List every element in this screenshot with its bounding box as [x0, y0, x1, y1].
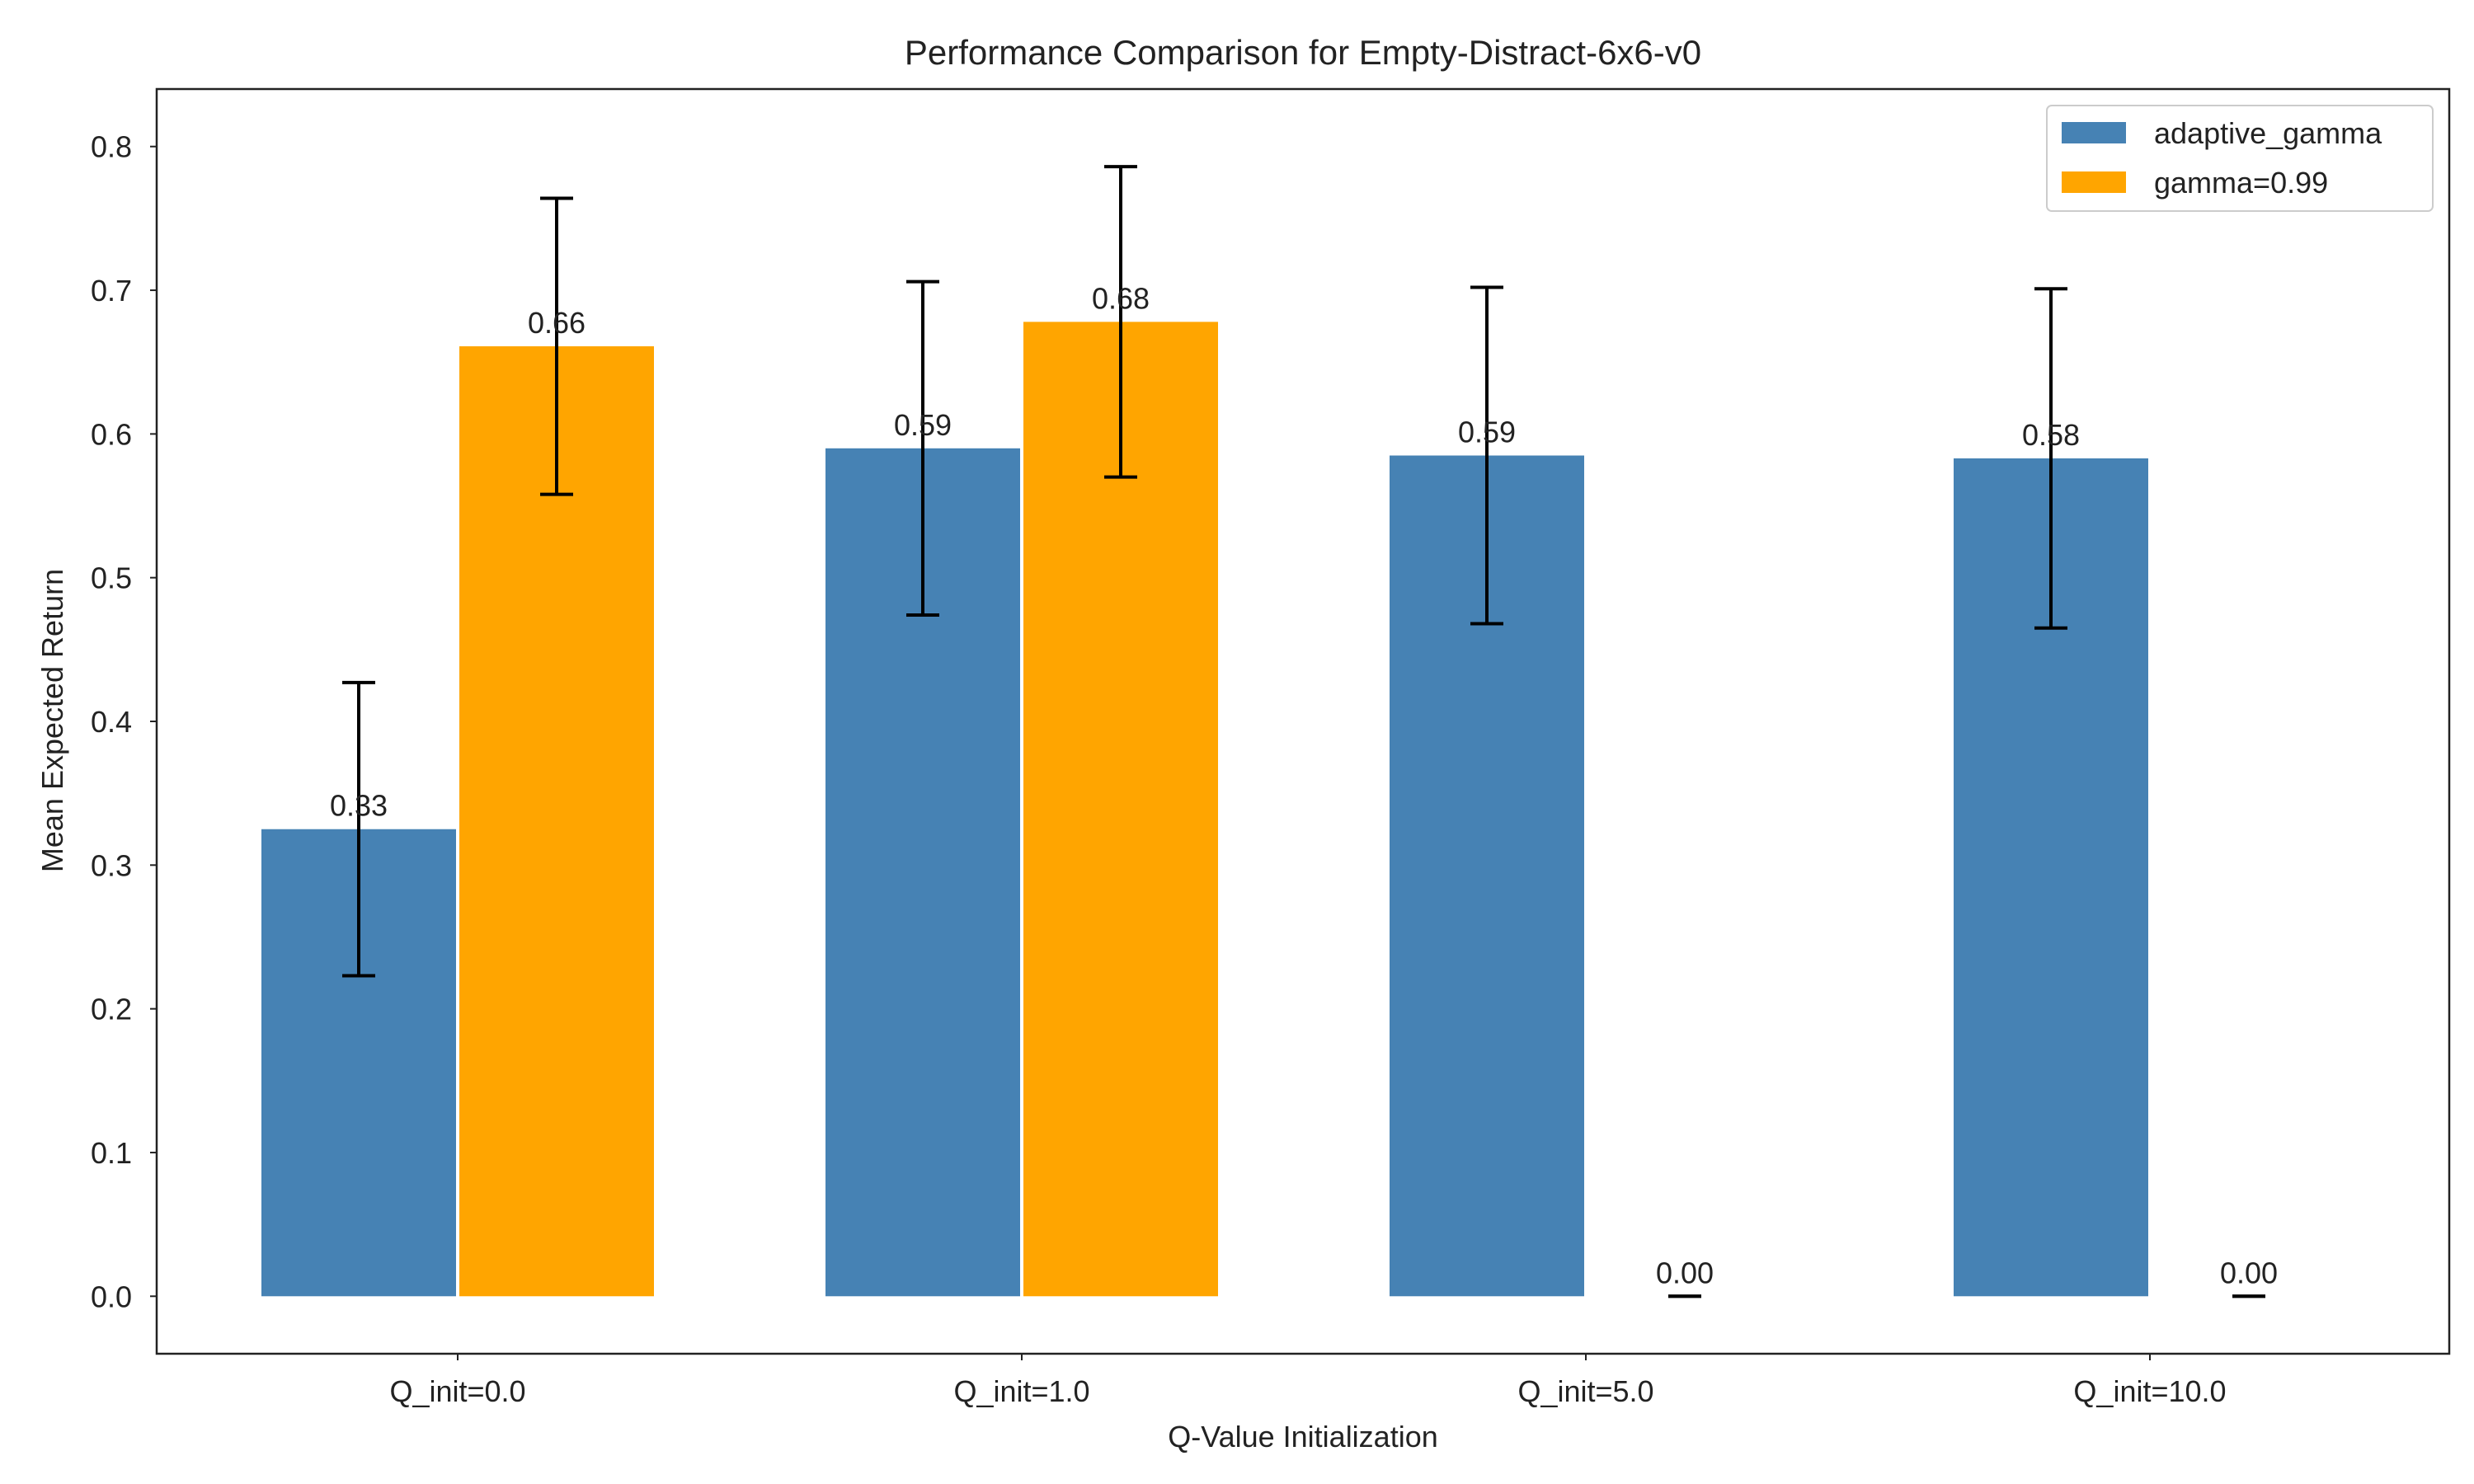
x-tick-label-q-init-10-0: Q_init=10.0: [2073, 1374, 2226, 1408]
x-tick-label-q-init-1-0: Q_init=1.0: [953, 1374, 1089, 1408]
errorbars-layer: [342, 165, 2265, 1298]
value-labels-layer: 0.33 0.66 0.59 0.68 0.59 0.00 0.58 0.00: [330, 281, 2278, 1289]
y-tick-label-0-3: 0.3: [91, 848, 132, 882]
plot-frame: [155, 87, 2451, 1355]
error-bar-adaptive-gamma-q-init-10-0: [2034, 287, 2067, 630]
y-tick-label-0-8: 0.8: [91, 130, 132, 164]
value-label-adaptive-gamma-q-init-10-0: 0.58: [2022, 418, 2080, 452]
legend-swatch-gamma-0-99: [2062, 171, 2126, 193]
value-label-gamma-0-99-q-init-1-0: 0.68: [1092, 281, 1150, 315]
error-bar-adaptive-gamma-q-init-5-0: [1470, 285, 1503, 626]
error-bar-gamma-0-99-q-init-0-0: [540, 196, 573, 496]
value-label-adaptive-gamma-q-init-0-0: 0.33: [330, 789, 388, 823]
y-tick-label-0-2: 0.2: [91, 993, 132, 1026]
value-label-gamma-0-99-q-init-10-0: 0.00: [2220, 1256, 2278, 1289]
bars-layer: [261, 322, 2148, 1297]
bar-gamma-0-99-q-init-0-0: [459, 346, 654, 1297]
error-bar-adaptive-gamma-q-init-0-0: [342, 680, 375, 978]
x-tick-label-q-init-0-0: Q_init=0.0: [389, 1374, 525, 1408]
y-tick-label-0-4: 0.4: [91, 705, 132, 739]
value-label-gamma-0-99-q-init-0-0: 0.66: [528, 306, 586, 340]
legend: adaptive_gamma gamma=0.99: [2046, 105, 2434, 212]
error-bar-gamma-0-99-q-init-1-0: [1104, 165, 1137, 479]
y-tick-label-0-1: 0.1: [91, 1136, 132, 1170]
y-axis-label: Mean Expected Return: [35, 569, 69, 872]
legend-label-gamma-0-99: gamma=0.99: [2154, 166, 2328, 200]
x-axis-ticks: Q_init=0.0 Q_init=1.0 Q_init=5.0 Q_init=10.…: [389, 1354, 2227, 1408]
y-tick-label-0-0: 0.0: [91, 1280, 132, 1313]
y-tick-label-0-5: 0.5: [91, 561, 132, 595]
legend-box: [2046, 105, 2434, 212]
legend-label-adaptive-gamma: adaptive_gamma: [2154, 116, 2382, 150]
value-label-adaptive-gamma-q-init-1-0: 0.59: [894, 408, 952, 442]
y-tick-label-0-7: 0.7: [91, 274, 132, 308]
y-axis-ticks: 0.0 0.1 0.2 0.3 0.4 0.5 0.6 0.7 0.8: [91, 130, 157, 1313]
error-bar-adaptive-gamma-q-init-1-0: [906, 279, 939, 618]
chart-title: Performance Comparison for Empty-Distrac…: [905, 33, 1701, 72]
x-axis-label: Q-Value Initialization: [1168, 1420, 1438, 1453]
value-label-adaptive-gamma-q-init-5-0: 0.59: [1458, 416, 1516, 449]
value-label-gamma-0-99-q-init-5-0: 0.00: [1656, 1256, 1714, 1289]
bar-gamma-0-99-q-init-1-0: [1023, 322, 1218, 1297]
legend-swatch-adaptive-gamma: [2062, 122, 2126, 143]
y-tick-label-0-6: 0.6: [91, 417, 132, 451]
x-tick-label-q-init-5-0: Q_init=5.0: [1517, 1374, 1653, 1408]
